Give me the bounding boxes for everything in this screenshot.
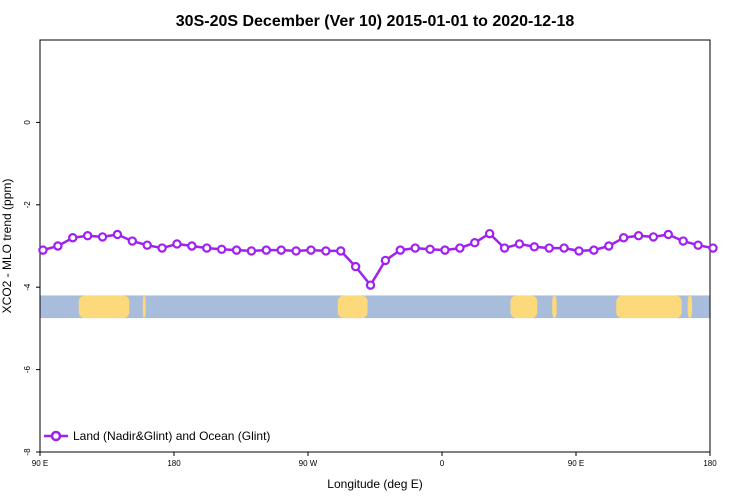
y-tick-label: -4 <box>23 283 32 291</box>
land-region <box>78 295 130 319</box>
data-point <box>544 243 554 253</box>
land-region <box>510 295 538 319</box>
data-point <box>142 240 152 250</box>
legend-marker-swatch <box>50 430 62 442</box>
data-point <box>216 244 227 254</box>
land-region <box>687 295 693 319</box>
y-tick-label: -2 <box>23 201 32 209</box>
data-point <box>410 243 420 253</box>
data-point <box>187 241 197 251</box>
series-layer <box>38 228 718 290</box>
data-point <box>306 245 316 255</box>
data-point <box>455 243 465 253</box>
data-point <box>633 230 644 241</box>
data-point <box>127 236 138 246</box>
data-point <box>604 241 614 251</box>
data-point <box>291 246 301 256</box>
data-point <box>589 245 599 255</box>
data-point <box>708 243 718 253</box>
data-point <box>693 240 703 250</box>
x-tick-label: 90 W <box>299 459 318 468</box>
data-point <box>97 232 108 242</box>
land-region <box>616 295 682 319</box>
data-point <box>246 246 257 256</box>
data-point <box>231 245 242 255</box>
data-point <box>425 244 435 254</box>
data-point <box>499 243 510 253</box>
data-point <box>514 239 525 249</box>
data-point <box>678 236 688 246</box>
y-tick-label: -8 <box>23 448 32 456</box>
x-tick-label: 180 <box>167 459 181 468</box>
data-point <box>172 239 182 249</box>
chart-title: 30S-20S December (Ver 10) 2015-01-01 to … <box>176 13 575 30</box>
data-point <box>53 241 63 251</box>
data-point <box>350 261 361 272</box>
data-point <box>380 255 391 266</box>
land-ocean-map-band <box>40 295 710 319</box>
data-point <box>470 238 480 248</box>
land-region <box>552 295 557 319</box>
y-axis-label: XCO2 - MLO trend (ppm) <box>0 179 14 314</box>
legend: Land (Nadir&Glint) and Ocean (Glint) <box>44 429 270 443</box>
data-point <box>663 229 674 240</box>
data-point <box>440 245 450 255</box>
y-tick-label: -6 <box>23 365 32 373</box>
data-point <box>82 230 93 241</box>
ocean-band <box>40 295 710 319</box>
y-axis: 0 -2 -4 -6 -8 <box>23 120 40 456</box>
data-point <box>38 245 48 255</box>
data-point <box>336 246 346 256</box>
data-point <box>529 242 540 252</box>
x-axis-label: Longitude (deg E) <box>327 477 422 491</box>
legend-entry-label: Land (Nadir&Glint) and Ocean (Glint) <box>73 429 270 443</box>
series-line <box>42 232 714 287</box>
data-point <box>202 243 212 253</box>
data-point <box>395 245 406 255</box>
data-point <box>574 246 584 256</box>
data-point <box>68 233 78 243</box>
x-axis: 90 E 180 90 W 0 90 E 180 <box>32 452 717 468</box>
data-point <box>559 243 569 253</box>
data-point <box>157 243 167 253</box>
land-region <box>337 295 368 319</box>
data-point <box>618 233 629 243</box>
data-point <box>261 245 272 255</box>
x-tick-label: 0 <box>440 459 445 468</box>
x-tick-label: 180 <box>703 459 717 468</box>
data-point <box>365 280 376 290</box>
data-point <box>276 245 286 255</box>
x-tick-label: 90 E <box>32 459 48 468</box>
data-point <box>648 232 659 242</box>
land-region <box>142 295 146 319</box>
data-point <box>112 229 123 240</box>
data-point <box>321 246 331 256</box>
y-tick-label: 0 <box>23 120 32 125</box>
x-tick-label: 90 E <box>568 459 584 468</box>
data-point <box>484 228 495 239</box>
